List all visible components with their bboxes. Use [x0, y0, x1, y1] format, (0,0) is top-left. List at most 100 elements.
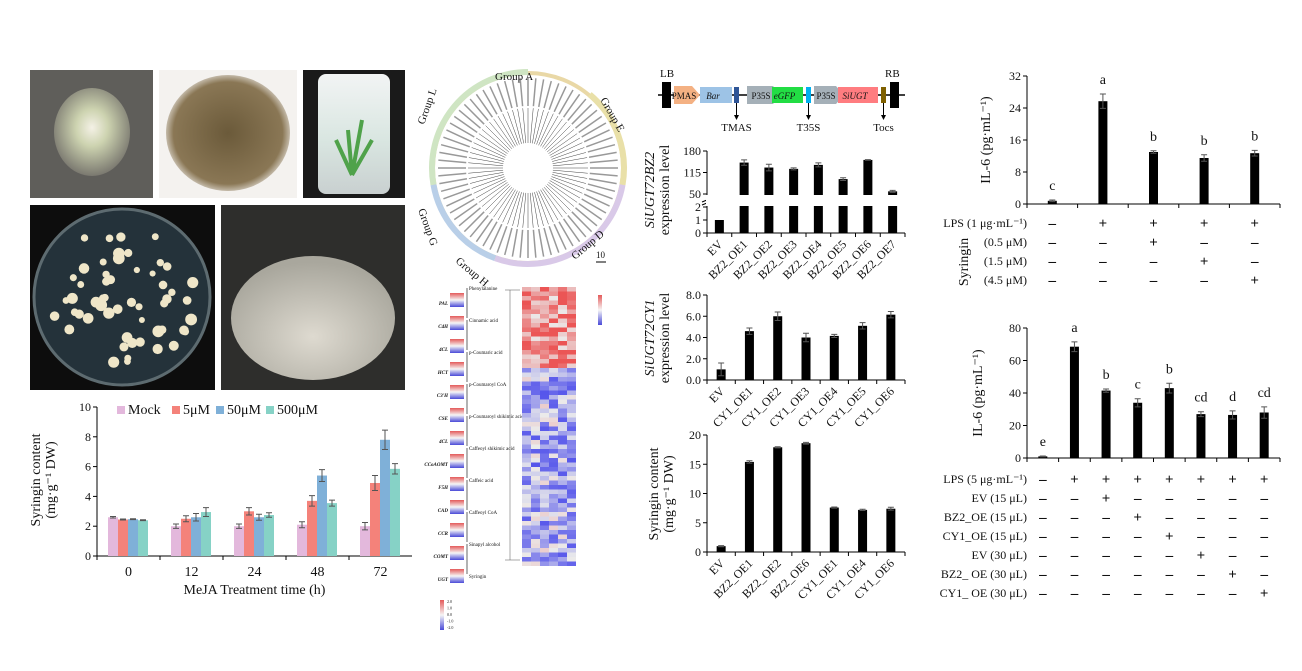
- bar-5μM: [181, 518, 191, 556]
- heatmap-cell: [567, 300, 576, 305]
- heatmap-cell: [531, 341, 540, 346]
- heatmap-cell: [531, 318, 540, 323]
- heatmap-cell: [558, 327, 567, 332]
- tree-branch: [532, 108, 539, 144]
- y-tick-label: 10: [79, 400, 91, 414]
- significance-letter: c: [1135, 378, 1141, 393]
- bar: [858, 509, 868, 552]
- heatmap-cell: [522, 453, 531, 458]
- heatmap-cell: [549, 327, 558, 332]
- heatmap-cell: [522, 435, 531, 440]
- y-tick-label: 15: [689, 457, 701, 471]
- heatmap-cell: [531, 557, 540, 562]
- tree-branch: [529, 108, 534, 144]
- heatmap-cell: [531, 426, 540, 431]
- tree-leaf-label: [538, 228, 545, 257]
- tree-branch: [468, 162, 504, 167]
- tree-group-h: Group H: [453, 255, 490, 289]
- error-bar: [790, 167, 797, 171]
- y-tick-label: 8: [85, 430, 91, 444]
- heatmap-cell: [531, 408, 540, 413]
- heatmap-cell: [522, 296, 531, 301]
- enzyme-mini-heatmap: [450, 500, 464, 514]
- vector-element: [814, 86, 844, 104]
- error-bar: [746, 460, 753, 464]
- heatmap-cell: [558, 521, 567, 526]
- terminator-arrowhead: [806, 115, 811, 120]
- treatment-mark: –: [1098, 235, 1107, 251]
- heatmap-cell: [531, 444, 540, 449]
- heatmap-cell: [567, 444, 576, 449]
- treatment-mark: –: [1228, 510, 1237, 526]
- callus-clump: [99, 258, 107, 266]
- heatmap-cell: [522, 399, 531, 404]
- tree-leaf-label: [469, 98, 489, 121]
- heatmap-cell: [558, 296, 567, 301]
- heatmap-cell: [567, 453, 576, 458]
- tree-branch: [549, 137, 581, 156]
- heatmap-cell: [540, 377, 549, 382]
- pathway-compound: Sinapyl alcohol: [469, 543, 501, 548]
- heatmap-cell: [549, 426, 558, 431]
- enzyme-mini-heatmap: [450, 385, 464, 399]
- bar-50μM: [254, 517, 264, 556]
- color-scale-tick: 2.0: [447, 599, 452, 604]
- tree-branch: [532, 192, 539, 228]
- heatmap-cell: [567, 354, 576, 359]
- callus-clump: [124, 358, 131, 365]
- heatmap-cell: [531, 399, 540, 404]
- heatmap-cell: [567, 489, 576, 494]
- heatmap-cell: [558, 534, 567, 539]
- tree-leaf-label: [581, 198, 607, 214]
- treatment-mark: –: [1048, 216, 1057, 232]
- heatmap-cell: [567, 287, 576, 292]
- heatmap-cell: [549, 404, 558, 409]
- tree-leaf-label: [482, 221, 498, 247]
- callus-clump: [168, 288, 176, 297]
- heatmap-cell: [549, 471, 558, 476]
- pathway-enzyme: C3'H: [437, 394, 449, 399]
- heatmap-color-scale: [440, 600, 444, 630]
- heatmap-cell: [567, 390, 576, 395]
- y-tick-label: 32: [1009, 69, 1021, 83]
- heatmap-cell: [567, 485, 576, 490]
- heatmap-cell: [540, 534, 549, 539]
- heatmap-cell: [531, 431, 540, 436]
- pathway-enzyme: 4CL: [438, 440, 448, 445]
- heatmap-cell: [558, 390, 567, 395]
- treatment-mark: –: [1199, 273, 1208, 289]
- legend-swatch: [172, 406, 180, 414]
- heatmap-cell: [531, 561, 540, 566]
- treatment-label: BZ2_ OE (30 μL): [941, 567, 1027, 581]
- heatmap-cell: [540, 372, 549, 377]
- heatmap-cell: [549, 350, 558, 355]
- y-axis-title: Syringin content: [29, 433, 44, 526]
- error-bar: [1071, 341, 1078, 353]
- significance-letter: d: [1229, 390, 1236, 405]
- tree-branch: [552, 174, 587, 184]
- bar: [1259, 412, 1269, 458]
- error-bar: [1166, 382, 1173, 394]
- significance-letter: cd: [1194, 391, 1207, 406]
- heatmap-cell: [549, 498, 558, 503]
- vector-element-label: eGFP: [774, 91, 796, 101]
- treatment-mark: –: [1038, 510, 1047, 526]
- heatmap-cell: [567, 521, 576, 526]
- tree-leaf-label: [587, 143, 616, 153]
- treatment-mark: +: [1099, 216, 1108, 232]
- pathway-compound: p-Coumaric acid: [469, 351, 503, 356]
- tree-leaf-label: [463, 103, 485, 125]
- heatmap-cell: [567, 462, 576, 467]
- tree-leaf-label: [440, 143, 469, 153]
- error-bar: [859, 322, 866, 330]
- heatmap-cell: [558, 435, 567, 440]
- callus-clump: [113, 247, 125, 260]
- heatmap-cell: [531, 530, 540, 535]
- heatmap-cell: [567, 431, 576, 436]
- enzyme-mini-heatmap: [450, 408, 464, 422]
- treatment-mark: –: [1133, 548, 1142, 564]
- tree-branch: [468, 169, 504, 174]
- heatmap-cell: [531, 287, 540, 292]
- callus-clump: [116, 232, 126, 242]
- tree-leaf-label: [496, 226, 508, 253]
